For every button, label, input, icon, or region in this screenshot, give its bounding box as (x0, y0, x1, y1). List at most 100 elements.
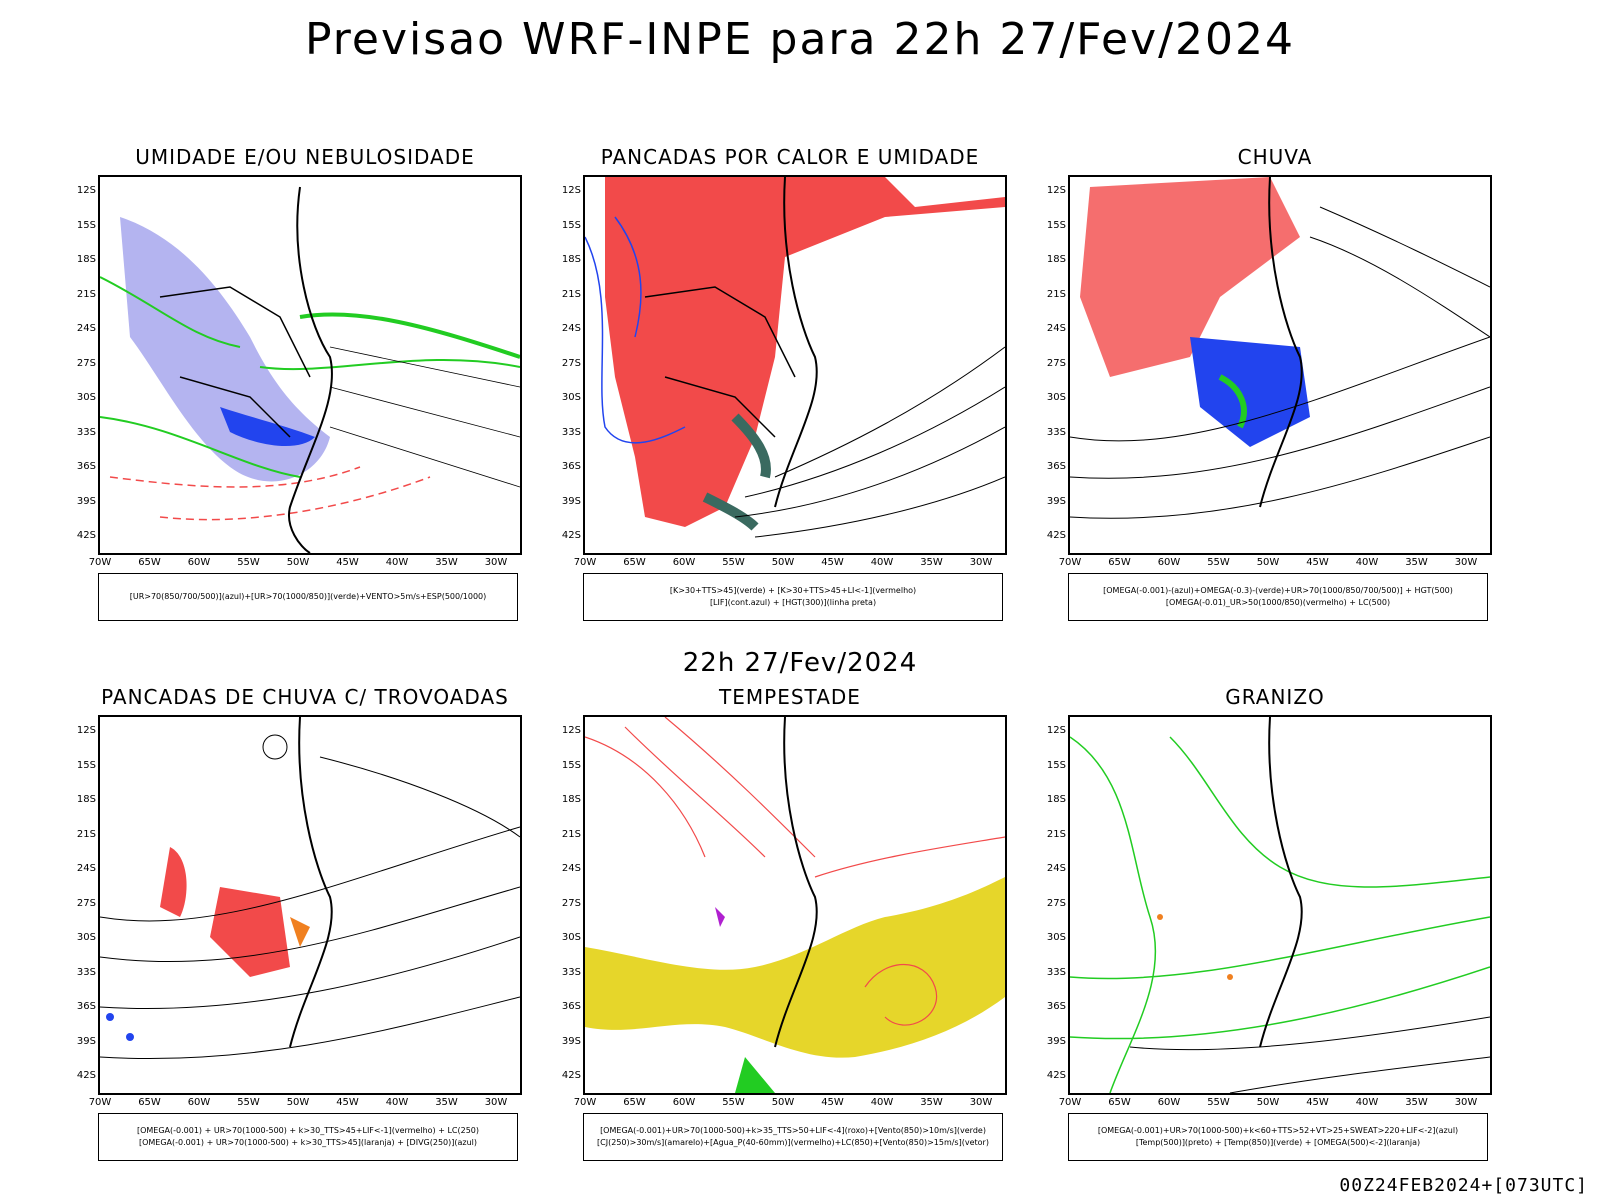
lon-tick-label: 65W (1108, 557, 1131, 568)
lat-tick-label: 21S (561, 288, 581, 300)
severe-area (715, 907, 725, 927)
lon-tick-label: 45W (821, 1097, 844, 1108)
lat-tick-label: 30S (1046, 932, 1066, 943)
lat-tick-label: 21S (76, 828, 96, 840)
coastline (288, 186, 333, 553)
lat-tick-label: 39S (76, 495, 96, 507)
lon-tick-label: 55W (237, 1097, 260, 1108)
streamlines (100, 756, 520, 1060)
mid-title: 22h 27/Fev/2024 (682, 648, 918, 678)
lon-tick-label: 30W (484, 1097, 508, 1108)
hgt300-contour (734, 346, 1005, 538)
coastline (1259, 177, 1303, 508)
lat-tick-label: 36S (561, 461, 581, 472)
lat-tick-label: 42S (561, 530, 581, 541)
divergence-marker (106, 1013, 114, 1021)
lat-tick-label: 24S (76, 323, 96, 334)
lon-tick-label: 65W (623, 1097, 646, 1108)
legend: [OMEGA(-0.001)+UR>70(1000-500)+k<60+TTS>… (1068, 1113, 1488, 1161)
coastline (1259, 717, 1303, 1048)
lon-tick-label: 35W (435, 557, 458, 568)
lat-tick-label: 36S (76, 461, 96, 472)
lat-tick-label: 42S (76, 1070, 96, 1081)
thickness-contour (109, 466, 431, 521)
lon-tick-label: 60W (187, 1097, 211, 1108)
lon-tick-label: 70W (1058, 557, 1082, 568)
lon-tick-label: 70W (1058, 1097, 1082, 1108)
thunderstorm-area (210, 887, 290, 977)
lat-tick-label: 36S (1046, 461, 1066, 472)
lat-tick-label: 15S (76, 219, 96, 231)
lon-tick-label: 65W (623, 557, 646, 568)
lon-tick-label: 55W (1207, 557, 1230, 568)
lon-tick-label: 50W (1256, 1097, 1280, 1108)
lat-tick-label: 39S (561, 1035, 581, 1047)
page-title: Previsao WRF-INPE para 22h 27/Fev/2024 (305, 14, 1295, 65)
divergence-marker (126, 1033, 134, 1041)
lat-tick-label: 12S (76, 725, 96, 736)
orange-area (290, 917, 310, 947)
legend-line: [OMEGA(-0.001)-(azul)+OMEGA(-0.3)-(verde… (1103, 586, 1453, 595)
lat-tick-label: 12S (1046, 725, 1066, 736)
lon-tick-label: 50W (286, 1097, 310, 1108)
legend-line: [LIF](cont.azul) + [HGT(300)](linha pret… (709, 598, 877, 607)
lat-tick-label: 24S (1046, 323, 1066, 334)
lat-tick-label: 30S (76, 932, 96, 943)
country-border (644, 286, 796, 438)
lon-tick-label: 50W (771, 1097, 795, 1108)
lat-tick-label: 18S (76, 254, 96, 265)
lon-tick-label: 50W (771, 557, 795, 568)
pancadas-trovoadas-map-graphic (100, 717, 520, 1060)
lon-tick-label: 45W (336, 1097, 359, 1108)
lat-tick-label: 21S (1046, 288, 1066, 300)
lon-tick-label: 50W (286, 557, 310, 568)
lon-tick-label: 40W (385, 557, 409, 568)
lat-tick-label: 39S (76, 1035, 96, 1047)
map-pancadas-calor (583, 175, 1007, 555)
lon-tick-label: 35W (435, 1097, 458, 1108)
lat-tick-label: 15S (1046, 219, 1066, 231)
lon-tick-label: 35W (920, 1097, 943, 1108)
omega-marker (1227, 974, 1233, 980)
lat-tick-label: 21S (76, 288, 96, 300)
lon-tick-label: 35W (1405, 1097, 1428, 1108)
lon-tick-label: 30W (1454, 1097, 1478, 1108)
lon-tick-label: 40W (1355, 1097, 1379, 1108)
lat-tick-label: 33S (1046, 966, 1066, 978)
lon-tick-label: 45W (821, 557, 844, 568)
lon-tick-label: 70W (573, 557, 597, 568)
lat-tick-label: 21S (1046, 828, 1066, 840)
lat-tick-label: 15S (561, 219, 581, 231)
legend: [OMEGA(-0.001) + UR>70(1000-500) + k>30_… (98, 1113, 518, 1161)
lon-tick-label: 60W (187, 557, 211, 568)
lon-tick-label: 60W (1157, 1097, 1181, 1108)
lat-tick-label: 33S (561, 966, 581, 978)
lat-tick-label: 12S (561, 725, 581, 736)
legend-line: [OMEGA(-0.001)+UR>70(1000-500)+k<60+TTS>… (1097, 1126, 1459, 1135)
tempestade-map-graphic (585, 717, 1005, 1093)
legend: [OMEGA(-0.001)-(azul)+OMEGA(-0.3)-(verde… (1068, 573, 1488, 621)
lon-tick-label: 40W (385, 1097, 409, 1108)
lat-tick-label: 39S (1046, 1035, 1066, 1047)
panel-granizo: GRANIZO [OMEGA(-0.001)+UR>70(1000-500)+k… (1040, 685, 1510, 1175)
legend: [UR>70(850/700/500)](azul)+[UR>70(1000/8… (98, 573, 518, 621)
lon-tick-label: 70W (88, 557, 112, 568)
lat-tick-label: 27S (76, 897, 96, 909)
lon-tick-label: 40W (870, 557, 894, 568)
run-stamp: 00Z24FEB2024+[073UTC] (1339, 1175, 1588, 1196)
legend-line: [Temp(500)](preto) + [Temp(850)](verde) … (1135, 1138, 1421, 1147)
humidity-contour (100, 276, 520, 478)
lat-tick-label: 24S (76, 863, 96, 874)
lat-tick-label: 15S (1046, 759, 1066, 771)
panel-pancadas-calor: PANCADAS POR CALOR E UMIDADE [K>30+TTS>4… (555, 145, 1025, 635)
lon-tick-label: 60W (672, 1097, 696, 1108)
hgt500-contour (1070, 206, 1490, 519)
coastline (289, 717, 333, 1048)
map-umidade (98, 175, 522, 555)
lat-tick-label: 33S (76, 966, 96, 978)
legend-line: [CJ(250)>30m/s](amarelo)+[Agua_P(40-60mm… (597, 1138, 989, 1147)
lat-tick-label: 30S (561, 932, 581, 943)
chuva-map-graphic (1070, 177, 1490, 519)
k-index-area (702, 413, 771, 531)
high-humidity-area (120, 217, 330, 482)
